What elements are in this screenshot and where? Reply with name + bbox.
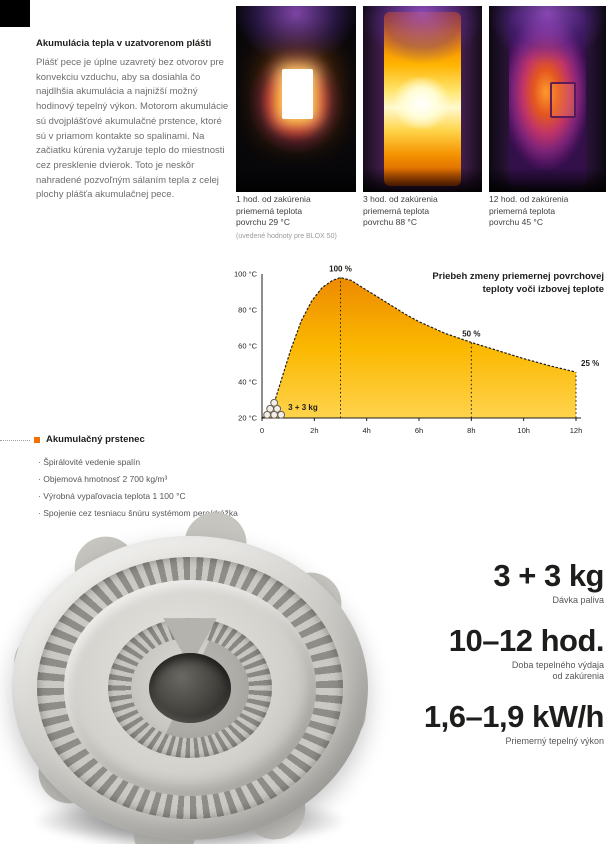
svg-text:100 %: 100 % <box>329 265 352 274</box>
caption-line: priemerná teplota <box>489 205 556 216</box>
thermal-floor-shade <box>236 167 356 192</box>
chart-title: Priebeh zmeny priemernej povrchovej tepl… <box>432 270 604 296</box>
caption-line: 3 hod. od zakúrenia <box>363 194 438 204</box>
svg-text:40 °C: 40 °C <box>238 378 257 387</box>
chart-canvas: 100 % 50 % 25 % 20 °C 40 °C 60 °C 80 °C 100 °C 0… <box>234 265 599 435</box>
svg-text:3 + 3 kg: 3 + 3 kg <box>288 403 318 412</box>
thermal-floor-shade <box>363 167 482 192</box>
ring-bullet-item: Objemová hmotnosť 2 700 kg/m³ <box>38 471 298 488</box>
svg-text:50 %: 50 % <box>462 329 480 338</box>
thermal-caption-2: 3 hod. od zakúrenia priemerná teplota po… <box>363 194 485 229</box>
stat-caption: Dávka paliva <box>344 595 604 607</box>
thermal-purple-haze <box>363 6 482 96</box>
stat-heat-duration: 10–12 hod. Doba tepelného výdaja od zakú… <box>344 622 605 683</box>
thermal-values-note: (uvedené hodnoty pre BLOX 50) <box>236 233 337 240</box>
stat-caption: Priemerný tepelný výkon <box>344 736 604 748</box>
stove-door-hotspot <box>281 69 313 120</box>
stat-value: 1,6–1,9 kW/h <box>423 698 605 734</box>
svg-text:2h: 2h <box>310 426 318 435</box>
svg-text:80 °C: 80 °C <box>238 306 257 315</box>
thermal-image-12h <box>489 6 606 192</box>
intro-title: Akumulácia tepla v uzatvorenom plášti <box>36 38 212 49</box>
caption-line: priemerná teplota <box>236 205 303 216</box>
surface-temperature-chart: 100 % 50 % 25 % 20 °C 40 °C 60 °C 80 °C 100 °C 0… <box>222 260 606 438</box>
thermal-image-1h <box>236 6 356 192</box>
svg-text:4h: 4h <box>362 426 370 435</box>
svg-text:6h: 6h <box>415 426 423 435</box>
ring-bullet-item: Špirálovité vedenie spalín <box>38 454 298 471</box>
caption-line: povrchu 29 °C <box>236 217 290 227</box>
ring-bullet-item: Spojenie cez tesniacu šnúru systémom per… <box>38 505 298 522</box>
ring-center-hole <box>149 653 231 723</box>
stat-caption-line: Dávka paliva <box>552 595 604 605</box>
thermal-caption-3: 12 hod. od zakúrenia priemerná teplota p… <box>489 194 609 229</box>
svg-text:20 °C: 20 °C <box>238 414 257 423</box>
corner-mark <box>0 0 30 27</box>
thermal-purple-haze <box>489 6 606 96</box>
svg-text:60 °C: 60 °C <box>238 342 257 351</box>
chart-title-line: teploty voči izbovej teplote <box>482 284 604 295</box>
ring-bullet-item: Výrobná vypaľovacia teplota 1 100 °C <box>38 488 298 505</box>
caption-line: povrchu 88 °C <box>363 217 417 227</box>
chart-title-line: Priebeh zmeny priemernej povrchovej <box>432 271 604 282</box>
svg-text:8h: 8h <box>467 426 475 435</box>
stat-caption-line: od zakúrenia <box>552 671 604 681</box>
caption-line: 1 hod. od zakúrenia <box>236 194 311 204</box>
dotted-leader-line <box>0 440 30 441</box>
thermal-image-3h <box>363 6 482 192</box>
stat-caption-line: Priemerný tepelný výkon <box>505 735 604 746</box>
key-figures: 3 + 3 kg Dávka paliva 10–12 hod. Doba te… <box>344 560 605 748</box>
svg-text:100 °C: 100 °C <box>234 270 258 279</box>
thermal-floor-shade <box>489 167 606 192</box>
intro-body: Plášť pece je úplne uzavretý bez otvorov… <box>36 57 229 201</box>
stat-caption: Doba tepelného výdaja od zakúrenia <box>344 660 604 683</box>
svg-text:10h: 10h <box>517 426 530 435</box>
stat-value: 3 + 3 kg <box>493 558 604 593</box>
stat-fuel-dose: 3 + 3 kg Dávka paliva <box>344 560 604 607</box>
svg-text:0: 0 <box>260 426 264 435</box>
orange-bullet-marker <box>34 437 40 443</box>
accumulation-ring-photo <box>9 507 371 844</box>
thermal-caption-1: 1 hod. od zakúrenia priemerná teplota po… <box>236 194 358 229</box>
ring-bullet-list: Špirálovité vedenie spalín Objemová hmot… <box>38 454 298 522</box>
stat-average-output: 1,6–1,9 kW/h Priemerný tepelný výkon <box>344 698 605 748</box>
svg-text:12h: 12h <box>570 426 583 435</box>
caption-line: 12 hod. od zakúrenia <box>489 194 569 204</box>
intro-section: Akumulácia tepla v uzatvorenom plášti Pl… <box>36 38 230 203</box>
stat-caption-line: Doba tepelného výdaja <box>511 659 604 670</box>
ring-section-title: Akumulačný prstenec <box>46 434 145 445</box>
stat-value: 10–12 hod. <box>448 622 605 658</box>
caption-line: povrchu 45 °C <box>489 217 543 227</box>
svg-text:25 %: 25 % <box>581 359 599 368</box>
caption-line: priemerná teplota <box>363 205 430 216</box>
